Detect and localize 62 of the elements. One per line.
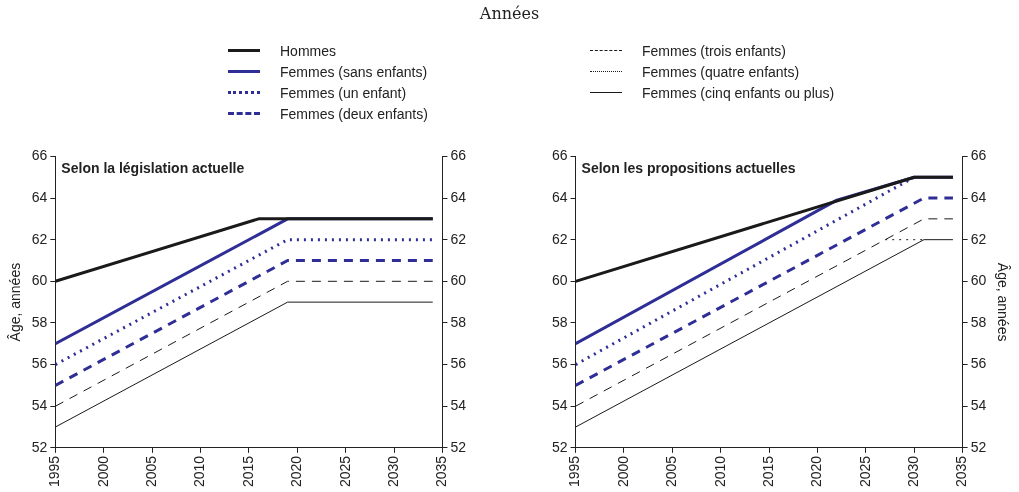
x-tick-label: 2020 — [288, 455, 305, 488]
x-tick-label: 2035 — [953, 455, 970, 488]
x-tick-label: 1995 — [566, 455, 583, 488]
y2-tick-label: 66 — [970, 147, 987, 164]
x-tick-label: 2015 — [759, 455, 776, 488]
x-tick-label: 2030 — [384, 455, 401, 488]
y2-tick-label: 54 — [970, 397, 987, 414]
x-tick-label: 2010 — [711, 455, 728, 488]
x-tick-label: 2005 — [663, 455, 680, 488]
x-tick-label: 2000 — [614, 455, 631, 488]
y-tick-label: 66 — [31, 147, 48, 164]
legend-label: Femmes (un enfant) — [280, 84, 407, 101]
legend-label: Hommes — [280, 42, 337, 59]
y-tick-label: 60 — [551, 272, 568, 289]
legend-label: Femmes (trois enfants) — [642, 42, 786, 59]
x-tick-label: 2005 — [143, 455, 159, 488]
y2-tick-label: 52 — [970, 438, 987, 455]
x-tick-label: 2025 — [336, 455, 353, 488]
y2-tick-label: 62 — [450, 230, 467, 247]
y2-tick-label: 66 — [450, 147, 467, 164]
y-tick-label: 54 — [551, 397, 568, 414]
y-tick-label: 58 — [551, 313, 568, 330]
legend-label: Femmes (cinq enfants ou plus) — [642, 84, 835, 101]
y-tick-label: 64 — [31, 188, 48, 205]
legend-label: Femmes (sans enfants) — [280, 63, 428, 80]
chart-subtitle: Selon les propositions actuelles — [581, 160, 796, 177]
y2-tick-label: 60 — [450, 272, 467, 289]
y-axis-title: Âge, années — [7, 262, 24, 342]
y2-axis-title: Âge, années — [994, 262, 1011, 342]
y-tick-label: 54 — [31, 397, 48, 414]
y-tick-label: 52 — [551, 438, 568, 455]
y2-tick-label: 56 — [450, 355, 467, 372]
chart-subtitle: Selon la législation actuelle — [61, 160, 245, 177]
y2-tick-label: 62 — [970, 230, 987, 247]
y2-tick-label: 60 — [970, 272, 987, 289]
y2-tick-label: 52 — [450, 438, 467, 455]
y2-tick-label: 58 — [450, 313, 467, 330]
x-tick-label: 2030 — [905, 455, 922, 488]
y-tick-label: 62 — [31, 230, 48, 247]
x-tick-label: 2000 — [94, 455, 111, 488]
x-tick-label: 2010 — [191, 455, 208, 488]
y2-tick-label: 64 — [970, 188, 987, 205]
y-tick-label: 64 — [551, 188, 568, 205]
y-tick-label: 66 — [551, 147, 568, 164]
x-tick-label: 2015 — [239, 455, 256, 488]
y-tick-label: 62 — [551, 230, 568, 247]
y-tick-label: 56 — [31, 355, 48, 372]
y-tick-label: 60 — [31, 272, 48, 289]
x-tick-label: 1995 — [46, 455, 63, 488]
y-tick-label: 58 — [31, 313, 48, 330]
legend-label: Femmes (deux enfants) — [280, 105, 428, 122]
x-tick-label: 2020 — [808, 455, 825, 488]
chart-title: Années — [478, 4, 541, 23]
y-tick-label: 56 — [551, 355, 568, 372]
y2-tick-label: 58 — [970, 313, 987, 330]
y2-tick-label: 64 — [450, 188, 467, 205]
x-tick-label: 2025 — [856, 455, 873, 488]
y-tick-label: 52 — [31, 438, 48, 455]
legend-label: Femmes (quatre enfants) — [642, 63, 800, 80]
y2-tick-label: 54 — [450, 397, 467, 414]
y2-tick-label: 56 — [970, 355, 987, 372]
x-tick-label: 2035 — [433, 455, 450, 488]
